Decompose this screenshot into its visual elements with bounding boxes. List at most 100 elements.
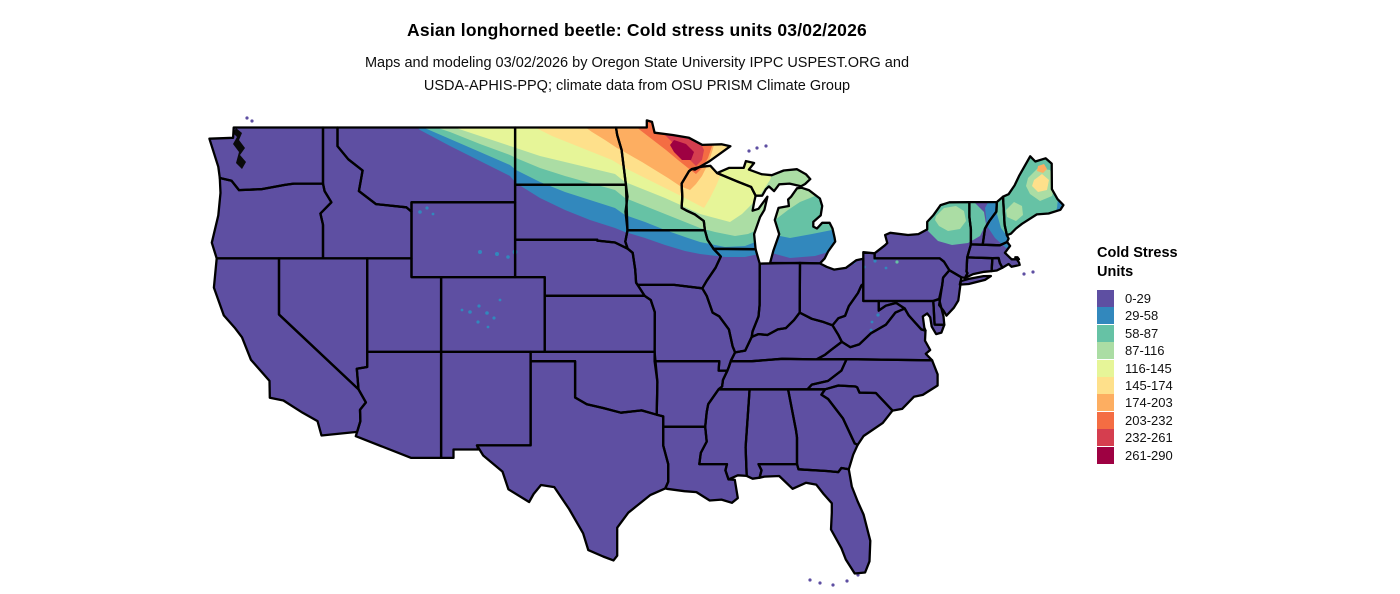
- legend-label: 87-116: [1125, 343, 1165, 359]
- legend-item: 29-58: [1097, 307, 1178, 325]
- cold-stress-pixel: [485, 311, 489, 315]
- cold-stress-pixel: [873, 259, 877, 263]
- cold-stress-band-145-174: [1032, 174, 1049, 192]
- map-subtitle-line1: Maps and modeling 03/02/2026 by Oregon S…: [364, 55, 910, 71]
- state-de: [933, 299, 945, 325]
- cold-stress-pixel: [498, 298, 502, 302]
- legend-swatch: [1097, 324, 1114, 342]
- island-speck: [1022, 272, 1026, 276]
- legend-title-line1: Cold Stress: [1097, 245, 1178, 261]
- state-pa: [863, 252, 950, 301]
- cold-stress-pixel: [870, 320, 874, 324]
- state-fl: [758, 464, 871, 574]
- cold-stress-band-87-116: [935, 206, 966, 231]
- cold-stress-pixel: [840, 260, 844, 264]
- legend-swatch: [1097, 307, 1114, 325]
- cold-stress-pixel: [468, 310, 472, 314]
- cold-stress-pixel: [506, 255, 510, 259]
- state-or: [211, 178, 332, 259]
- state-ny-2: [959, 276, 991, 285]
- cold-stress-band-87-116: [1006, 202, 1023, 221]
- cold-stress-pixel: [895, 260, 899, 264]
- state-nv: [279, 258, 368, 390]
- legend-item: 174-203: [1097, 394, 1178, 412]
- legend-item: 116-145: [1097, 359, 1178, 377]
- state-border-ny-2: [958, 274, 993, 286]
- state-in: [751, 262, 800, 337]
- state-border-nc: [806, 358, 939, 412]
- cold-stress-pixel: [492, 316, 496, 320]
- state-wy: [411, 202, 516, 278]
- legend: Cold Stress Units 0-29 29-58 58-87 87-116 11…: [1097, 244, 1178, 464]
- legend-label: 145-174: [1125, 377, 1173, 393]
- legend-swatch: [1097, 411, 1114, 429]
- state-id: [320, 127, 412, 259]
- cold-stress-band-174-203: [560, 120, 724, 190]
- legend-label: 58-87: [1125, 325, 1159, 341]
- state-va: [816, 308, 933, 361]
- legend-swatch: [1097, 376, 1114, 394]
- legend-swatch: [1097, 342, 1114, 360]
- island-speck: [831, 583, 835, 587]
- legend-item: 261-290: [1097, 446, 1178, 464]
- cold-stress-pixel: [869, 328, 873, 332]
- cold-stress-pixel: [478, 250, 482, 254]
- cold-stress-pixel: [460, 308, 464, 312]
- state-nm: [441, 351, 531, 458]
- island-speck: [755, 146, 759, 150]
- puget-sound-waterline: [233, 128, 246, 169]
- legend-label: 261-290: [1125, 447, 1173, 463]
- legend-item: 87-116: [1097, 342, 1178, 360]
- legend-item: 232-261: [1097, 429, 1178, 447]
- island-speck: [808, 578, 812, 582]
- state-ct: [965, 257, 993, 278]
- state-co: [441, 277, 545, 352]
- legend-label: 174-203: [1125, 395, 1173, 411]
- state-border-tx: [475, 360, 670, 562]
- map-subtitle-line2: USDA-APHIS-PPQ; climate data from OSU PR…: [423, 78, 851, 94]
- legend-label: 203-232: [1125, 412, 1173, 428]
- cold-stress-pixel: [431, 212, 435, 216]
- legend-swatch: [1097, 429, 1114, 447]
- state-ne: [515, 239, 645, 296]
- state-ks: [544, 295, 655, 352]
- legend-label: 116-145: [1125, 360, 1172, 376]
- legend-label: 29-58: [1125, 308, 1159, 324]
- title-block: Asian longhorned beetle: Cold stress uni…: [0, 20, 1274, 98]
- island-speck: [245, 116, 249, 120]
- state-ky: [731, 312, 842, 362]
- cold-stress-pixel: [425, 206, 429, 210]
- cold-stress-pixel: [418, 210, 422, 214]
- legend-title-line2: Units: [1097, 264, 1134, 280]
- legend-item: 58-87: [1097, 324, 1178, 342]
- island-speck: [845, 579, 849, 583]
- legend-swatch: [1097, 446, 1114, 464]
- state-wv: [832, 283, 905, 348]
- cold-stress-pixel: [486, 325, 490, 329]
- state-border-fl: [757, 462, 872, 575]
- legend-swatch: [1097, 359, 1114, 377]
- state-al: [745, 389, 797, 479]
- cold-stress-pixel: [476, 320, 480, 324]
- island-specks: [245, 116, 1035, 587]
- legend-item: 203-232: [1097, 411, 1178, 429]
- cold-stress-band-261-290: [670, 140, 694, 160]
- state-border-mi: [768, 186, 837, 265]
- island-speck: [747, 149, 751, 153]
- state-ms: [699, 389, 750, 480]
- state-tn: [718, 358, 847, 390]
- map-subtitle: Maps and modeling 03/02/2026 by Oregon S…: [0, 52, 1274, 98]
- state-mo: [637, 284, 736, 371]
- legend-swatch: [1097, 394, 1114, 412]
- cold-stress-pixel: [884, 266, 888, 270]
- map-title: Asian longhorned beetle: Cold stress uni…: [407, 20, 867, 40]
- legend-title: Cold Stress Units: [1097, 244, 1178, 282]
- state-az: [355, 351, 442, 458]
- island-speck: [1031, 270, 1035, 274]
- state-border-me: [1001, 155, 1065, 237]
- state-borders: [208, 119, 1065, 575]
- state-border-wi: [680, 164, 769, 251]
- state-il: [702, 248, 760, 353]
- state-sc: [821, 385, 893, 445]
